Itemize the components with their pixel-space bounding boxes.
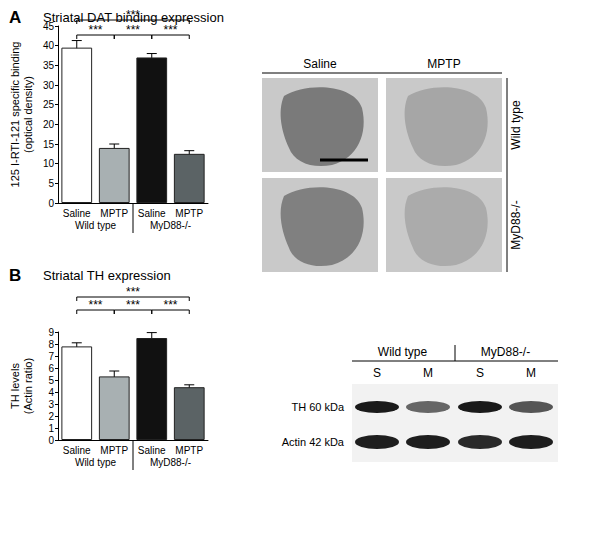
svg-text:3: 3 bbox=[48, 399, 54, 410]
svg-text:Striatal TH expression: Striatal TH expression bbox=[43, 268, 171, 283]
svg-text:MPTP: MPTP bbox=[175, 445, 203, 456]
svg-text:Wild type: Wild type bbox=[509, 100, 523, 150]
svg-text:8: 8 bbox=[48, 339, 54, 350]
svg-text:25: 25 bbox=[43, 99, 55, 110]
svg-text:40: 40 bbox=[43, 40, 55, 51]
svg-text:6: 6 bbox=[48, 363, 54, 374]
svg-text:MPTP: MPTP bbox=[100, 445, 128, 456]
svg-text:5: 5 bbox=[48, 178, 54, 189]
svg-text:35: 35 bbox=[43, 60, 55, 71]
svg-text:0: 0 bbox=[48, 198, 54, 209]
svg-text:TH 60 kDa: TH 60 kDa bbox=[291, 401, 344, 413]
svg-text:M: M bbox=[526, 366, 536, 380]
svg-text:MyD88-/-: MyD88-/- bbox=[150, 220, 191, 231]
svg-text:4: 4 bbox=[48, 387, 54, 398]
svg-text:Saline: Saline bbox=[63, 208, 91, 219]
svg-text:MyD88-/-: MyD88-/- bbox=[509, 200, 523, 249]
svg-text:(Actin ratio): (Actin ratio) bbox=[22, 358, 34, 414]
svg-text:0: 0 bbox=[48, 435, 54, 446]
svg-text:MyD88-/-: MyD88-/- bbox=[481, 345, 530, 359]
svg-text:M: M bbox=[423, 366, 433, 380]
svg-text:(optical density): (optical density) bbox=[22, 76, 34, 153]
svg-text:2: 2 bbox=[48, 411, 54, 422]
svg-text:1: 1 bbox=[48, 423, 54, 434]
svg-text:Saline: Saline bbox=[138, 208, 166, 219]
svg-text:125 I-RTI-121 specific binding: 125 I-RTI-121 specific binding bbox=[9, 42, 21, 188]
svg-text:MPTP: MPTP bbox=[100, 208, 128, 219]
svg-text:Saline: Saline bbox=[138, 445, 166, 456]
svg-text:MPTP: MPTP bbox=[175, 208, 203, 219]
svg-text:B: B bbox=[9, 266, 21, 285]
svg-text:***: *** bbox=[126, 23, 140, 37]
svg-text:Wild type: Wild type bbox=[378, 345, 428, 359]
svg-text:Striatal DAT binding expressio: Striatal DAT binding expression bbox=[43, 10, 224, 25]
svg-text:7: 7 bbox=[48, 351, 54, 362]
svg-text:5: 5 bbox=[48, 375, 54, 386]
svg-text:Wild type: Wild type bbox=[75, 220, 117, 231]
svg-text:***: *** bbox=[163, 298, 177, 312]
svg-text:10: 10 bbox=[43, 158, 55, 169]
svg-text:30: 30 bbox=[43, 80, 55, 91]
svg-text:***: *** bbox=[163, 23, 177, 37]
svg-text:MPTP: MPTP bbox=[427, 57, 460, 71]
svg-text:Saline: Saline bbox=[303, 57, 337, 71]
svg-text:Wild type: Wild type bbox=[75, 457, 117, 468]
svg-text:45: 45 bbox=[42, 20, 54, 32]
svg-text:***: *** bbox=[126, 298, 140, 312]
svg-text:Actin 42 kDa: Actin 42 kDa bbox=[282, 436, 345, 448]
svg-text:20: 20 bbox=[43, 119, 55, 130]
svg-text:Saline: Saline bbox=[63, 445, 91, 456]
svg-text:S: S bbox=[476, 366, 484, 380]
svg-text:A: A bbox=[9, 8, 21, 27]
svg-text:15: 15 bbox=[43, 139, 55, 150]
svg-text:MyD88-/-: MyD88-/- bbox=[150, 457, 191, 468]
svg-text:***: *** bbox=[88, 298, 102, 312]
svg-text:***: *** bbox=[126, 285, 140, 299]
svg-text:9: 9 bbox=[48, 327, 54, 338]
svg-text:S: S bbox=[373, 366, 381, 380]
svg-text:TH levels: TH levels bbox=[9, 363, 21, 409]
svg-text:***: *** bbox=[88, 23, 102, 37]
